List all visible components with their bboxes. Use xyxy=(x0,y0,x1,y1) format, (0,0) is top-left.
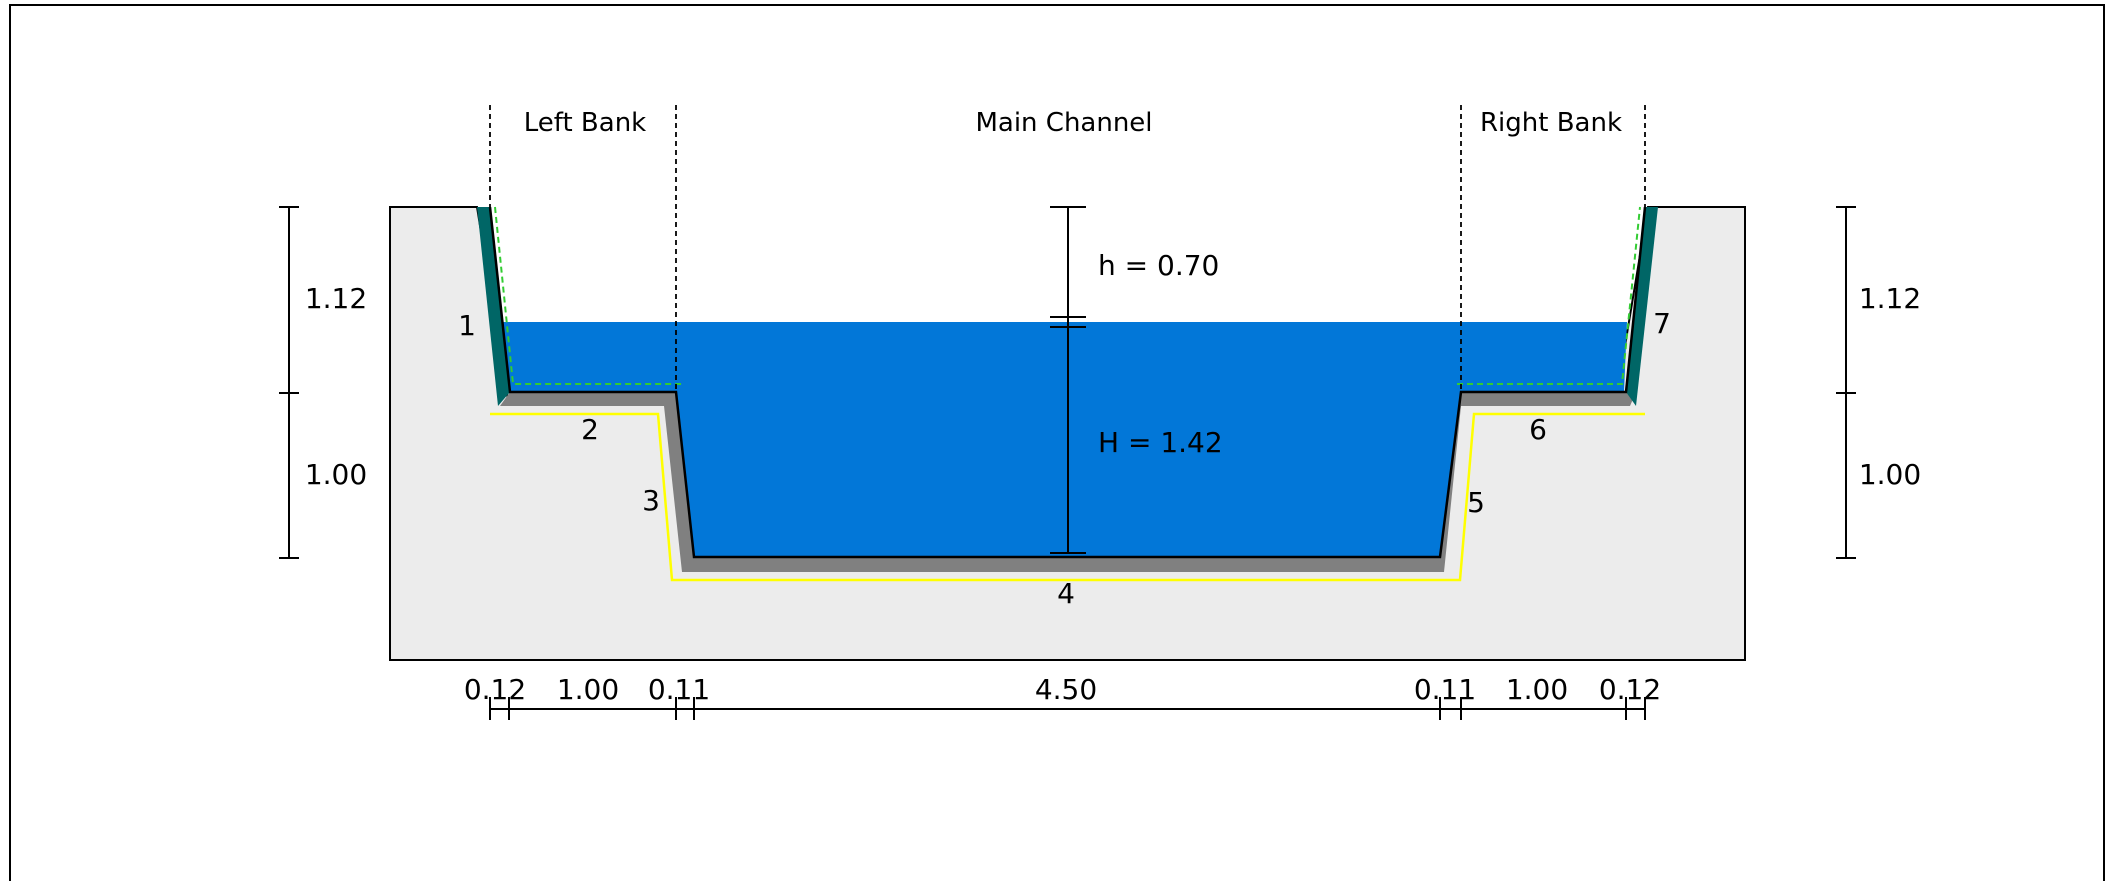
segment-label-7: 7 xyxy=(1653,307,1671,340)
segment-label-3: 3 xyxy=(642,484,660,517)
zone-label-main-channel: Main Channel xyxy=(975,108,1152,138)
left-upper-height: 1.12 xyxy=(305,282,367,315)
segment-label-1: 1 xyxy=(458,309,476,342)
width-label-right-bank-lining: 0.12 xyxy=(1599,673,1661,706)
left-bank-lining xyxy=(477,207,510,406)
green-dashed-outline xyxy=(494,206,1641,385)
width-label-left-side-slope: 0.11 xyxy=(648,673,710,706)
canvas-border xyxy=(9,4,2105,881)
segment-label-6: 6 xyxy=(1529,413,1547,446)
segment-label-4: 4 xyxy=(1057,577,1075,610)
zone-separators xyxy=(489,105,1646,392)
bottom-width-dimension xyxy=(489,697,1646,720)
channel-profile-line xyxy=(488,206,1647,559)
zone-label-right-bank: Right Bank xyxy=(1480,108,1622,138)
yellow-outline xyxy=(490,412,1645,582)
width-label-left-bank: 1.00 xyxy=(557,673,619,706)
width-label-right-bank: 1.00 xyxy=(1506,673,1568,706)
left-lower-height: 1.00 xyxy=(305,458,367,491)
water-depth-label: H = 1.42 xyxy=(1098,426,1223,459)
center-dimension xyxy=(1050,206,1086,554)
right-upper-height: 1.12 xyxy=(1859,282,1921,315)
width-label-main-channel: 4.50 xyxy=(1035,673,1097,706)
width-label-right-side-slope: 0.11 xyxy=(1414,673,1476,706)
right-lower-height: 1.00 xyxy=(1859,458,1921,491)
water-body xyxy=(497,322,1627,557)
width-label-left-bank-lining: 0.12 xyxy=(464,673,526,706)
right-height-dimension xyxy=(1836,206,1856,559)
zone-label-left-bank: Left Bank xyxy=(524,108,646,138)
segment-label-2: 2 xyxy=(581,413,599,446)
right-bank-lining xyxy=(1626,207,1658,406)
freeboard-label: h = 0.70 xyxy=(1098,249,1219,282)
segment-label-5: 5 xyxy=(1467,486,1485,519)
left-height-dimension xyxy=(279,206,299,559)
